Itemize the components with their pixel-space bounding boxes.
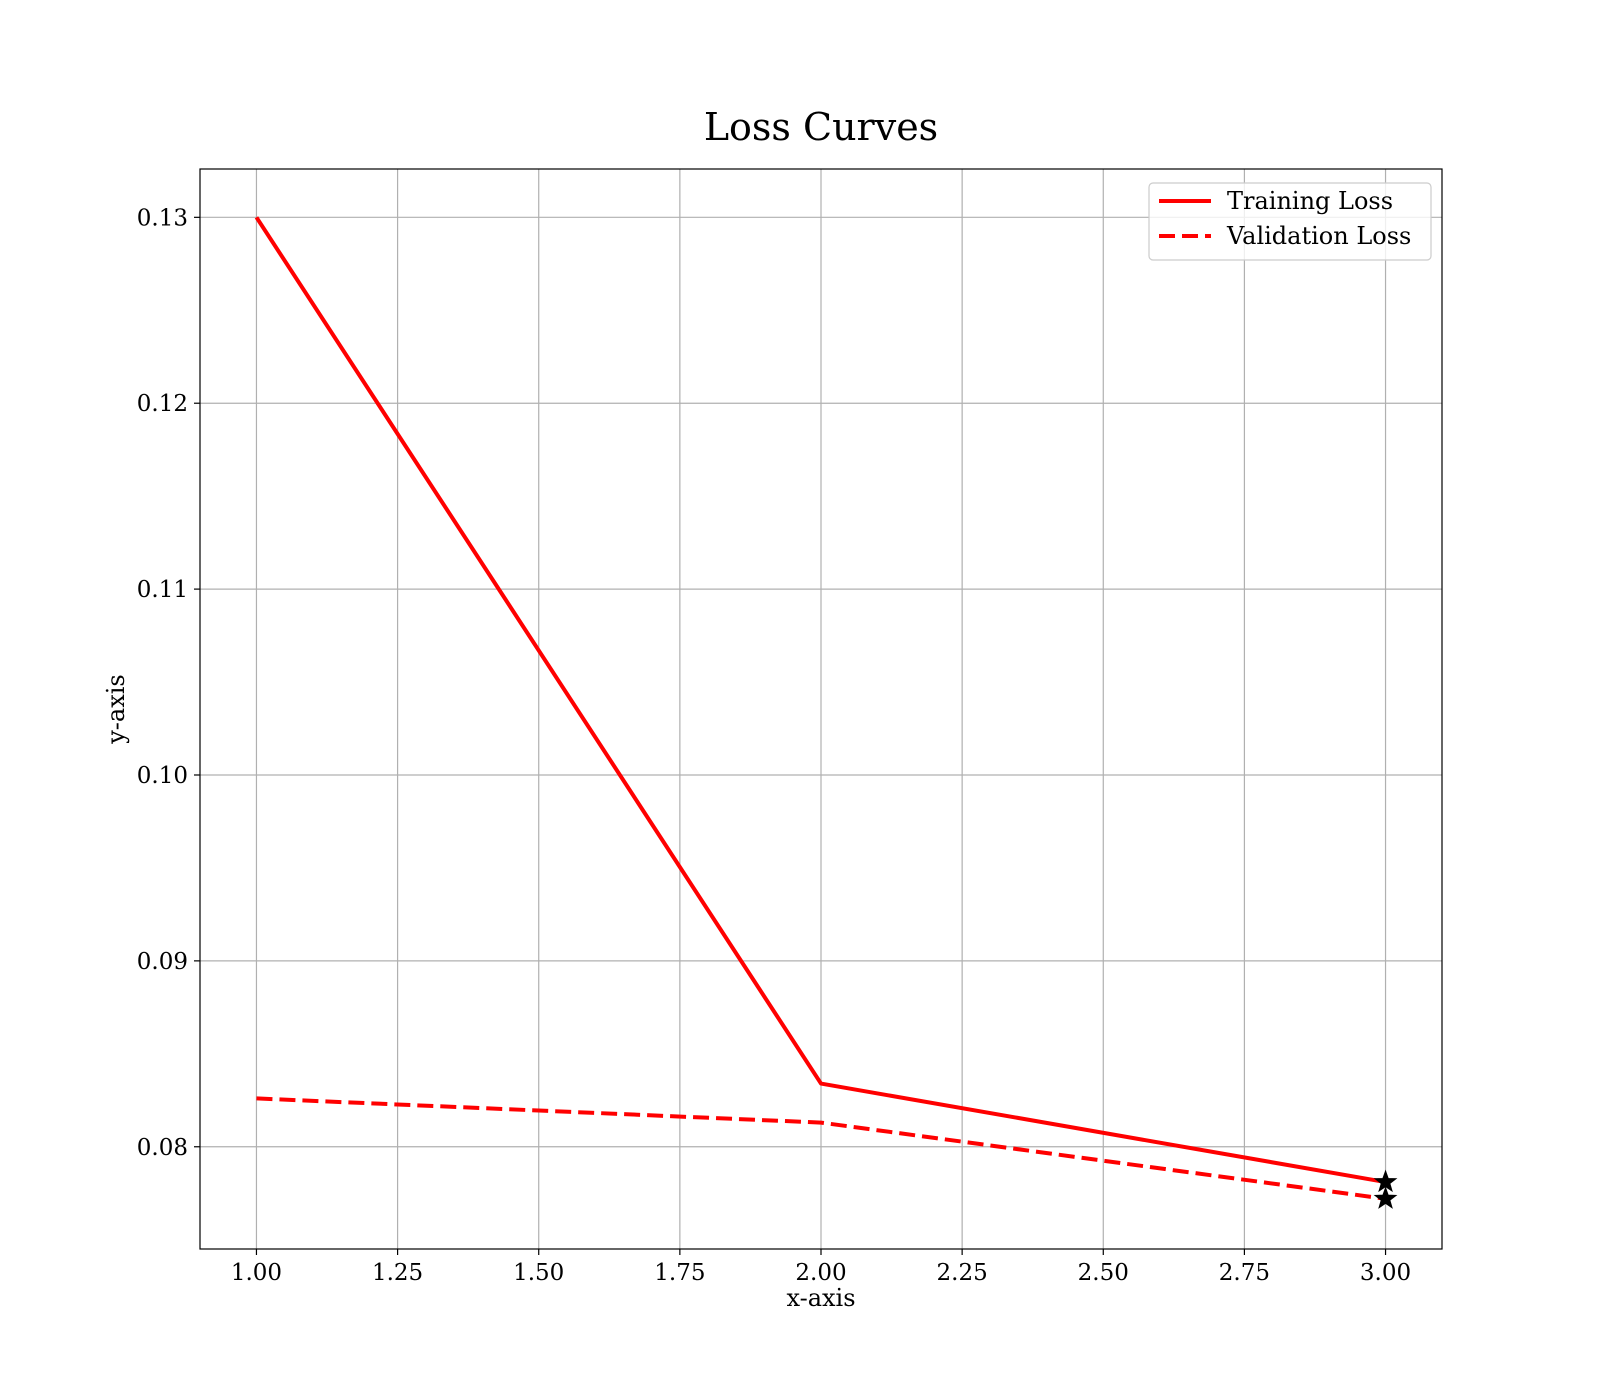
grid bbox=[200, 169, 1442, 1249]
y-axis-label: y-axis bbox=[102, 674, 130, 745]
legend-label-training-loss: Training Loss bbox=[1227, 187, 1393, 215]
series-line-training-loss bbox=[254, 216, 1386, 1185]
x-tick-label: 1.00 bbox=[231, 1260, 282, 1286]
star-marker-icon bbox=[1373, 1186, 1398, 1209]
legend: Training Loss Validation Loss bbox=[1148, 182, 1432, 261]
x-tick-label: 2.50 bbox=[1078, 1260, 1129, 1286]
chart-title: Loss Curves bbox=[704, 105, 938, 149]
x-tick-label: 2.75 bbox=[1219, 1260, 1270, 1286]
x-tick-label: 3.00 bbox=[1360, 1260, 1411, 1286]
y-tick-label: 0.12 bbox=[137, 391, 188, 417]
x-axis-label: x-axis bbox=[786, 1284, 855, 1312]
y-tick-label: 0.13 bbox=[137, 205, 188, 231]
y-tick-label: 0.11 bbox=[137, 577, 188, 603]
legend-box bbox=[1148, 182, 1432, 261]
x-tick-label: 2.00 bbox=[795, 1260, 846, 1286]
end-markers bbox=[1373, 1169, 1398, 1209]
y-tick-label: 0.10 bbox=[137, 763, 188, 789]
x-tick-label: 2.25 bbox=[937, 1260, 988, 1286]
x-tick-label: 1.50 bbox=[513, 1260, 564, 1286]
y-tick-label: 0.09 bbox=[137, 949, 188, 975]
x-tick-label: 1.25 bbox=[372, 1260, 423, 1286]
axis-ticks: 1.00 1.25 1.50 1.75 2.00 2.25 2.50 2.75 3.00 0.08… bbox=[137, 205, 1411, 1286]
legend-label-validation-loss: Validation Loss bbox=[1226, 222, 1411, 250]
x-tick-label: 1.75 bbox=[654, 1260, 705, 1286]
series-line-validation-loss bbox=[256, 1096, 1386, 1201]
series-lines bbox=[254, 216, 1386, 1201]
y-tick-label: 0.08 bbox=[137, 1135, 188, 1161]
